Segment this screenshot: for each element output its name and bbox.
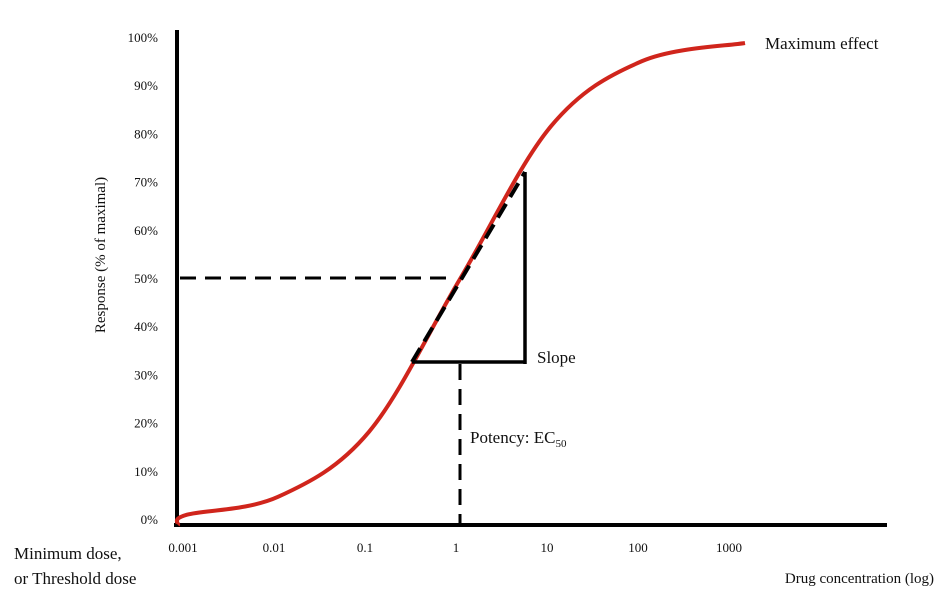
y-tick-label: 70% bbox=[134, 175, 158, 190]
annotation-guides bbox=[180, 276, 462, 523]
y-tick-label: 0% bbox=[141, 512, 159, 527]
potency-label: Potency: EC50 bbox=[470, 428, 567, 450]
slope-label: Slope bbox=[537, 348, 576, 367]
x-tick-label: 0.01 bbox=[263, 540, 286, 555]
y-tick-label: 40% bbox=[134, 319, 158, 334]
y-tick-label: 30% bbox=[134, 367, 158, 382]
y-tick-label: 90% bbox=[134, 78, 158, 93]
potency-subscript: 50 bbox=[555, 438, 567, 450]
x-axis-title: Drug concentration (log) bbox=[785, 571, 934, 587]
y-tick-label: 20% bbox=[134, 416, 158, 431]
x-tick-label: 0.001 bbox=[168, 540, 197, 555]
x-tick-labels: 0.001 0.01 0.1 1 10 100 1000 bbox=[168, 540, 742, 555]
y-tick-label: 10% bbox=[134, 464, 158, 479]
slope-tangent-dashed-line bbox=[410, 170, 527, 364]
max-effect-label: Maximum effect bbox=[765, 34, 879, 53]
x-tick-label: 0.1 bbox=[357, 540, 373, 555]
y-tick-label: 60% bbox=[134, 223, 158, 238]
y-axis-title: Response (% of maximal) bbox=[93, 177, 109, 333]
x-tick-label: 1 bbox=[453, 540, 460, 555]
potency-text: Potency: EC bbox=[470, 428, 555, 447]
slope-triangle bbox=[410, 170, 527, 364]
min-dose-label-line2: or Threshold dose bbox=[14, 569, 136, 588]
y-tick-labels: 0% 10% 20% 30% 40% 50% 60% 70% 80% 90% 100% bbox=[128, 30, 159, 527]
x-tick-label: 10 bbox=[541, 540, 554, 555]
y-tick-label: 100% bbox=[128, 30, 159, 45]
x-tick-label: 100 bbox=[628, 540, 648, 555]
min-dose-label-line1: Minimum dose, bbox=[14, 544, 122, 563]
y-tick-label: 80% bbox=[134, 126, 158, 141]
x-tick-label: 1000 bbox=[716, 540, 742, 555]
y-tick-label: 50% bbox=[134, 271, 158, 286]
